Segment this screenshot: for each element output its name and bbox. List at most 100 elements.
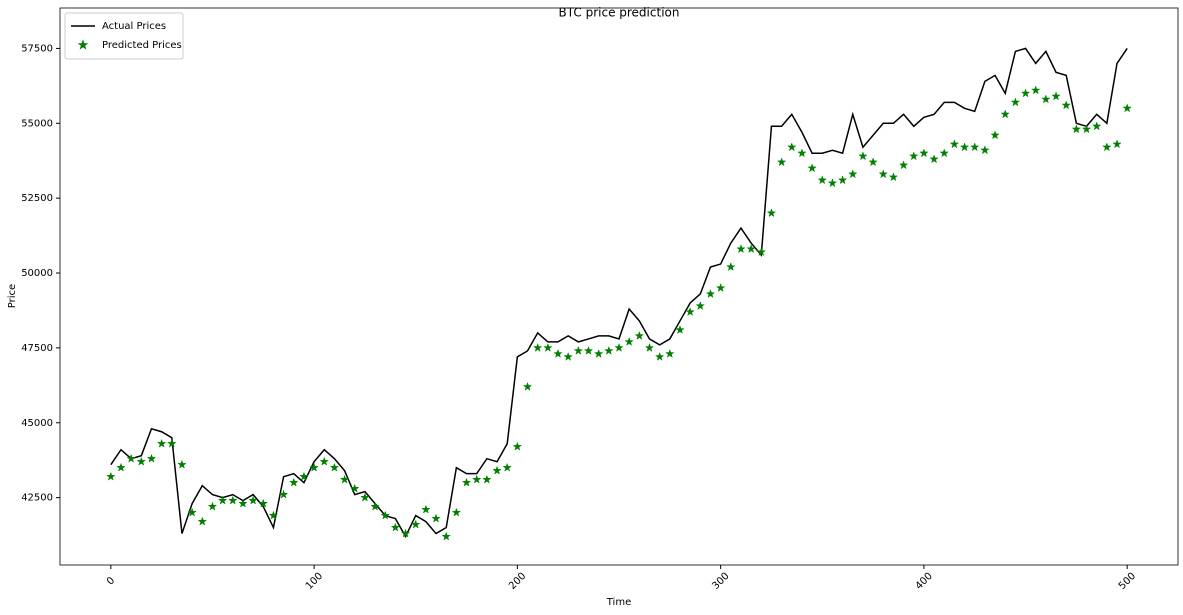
star-marker	[451, 507, 462, 517]
star-marker	[309, 462, 319, 472]
star-marker	[360, 492, 370, 502]
star-marker	[1000, 109, 1010, 119]
star-marker	[1102, 142, 1112, 152]
star-marker	[665, 348, 675, 358]
star-marker	[868, 157, 878, 167]
star-marker	[644, 342, 655, 352]
star-marker	[1081, 124, 1092, 134]
y-tick-label: 45000	[21, 418, 53, 429]
star-marker	[695, 301, 706, 310]
star-marker	[167, 438, 177, 448]
star-marker	[177, 459, 187, 469]
star-marker	[919, 148, 929, 158]
star-marker	[970, 142, 980, 152]
y-tick-label: 50000	[21, 268, 53, 279]
star-marker	[624, 336, 634, 346]
star-marker	[1051, 91, 1061, 101]
star-marker	[1020, 88, 1031, 98]
star-marker	[390, 522, 401, 532]
star-marker	[726, 262, 736, 272]
legend-star	[77, 39, 89, 50]
star-marker	[990, 130, 1000, 140]
star-marker	[776, 157, 787, 167]
star-marker	[766, 208, 777, 218]
star-marker	[441, 531, 451, 541]
chart-title: BTC price prediction	[559, 6, 680, 20]
star-marker	[858, 151, 868, 161]
star-marker	[126, 453, 136, 463]
star-marker	[238, 498, 248, 508]
star-marker	[909, 151, 919, 161]
star-marker	[248, 495, 258, 505]
star-marker	[278, 489, 289, 499]
star-marker	[543, 342, 553, 352]
star-marker	[898, 160, 909, 170]
star-marker	[187, 507, 197, 517]
star-marker	[1071, 124, 1082, 134]
star-marker	[400, 528, 411, 538]
star-marker	[959, 142, 970, 152]
star-marker	[756, 247, 767, 257]
star-marker	[817, 175, 827, 185]
star-marker	[461, 477, 472, 487]
star-marker	[289, 477, 299, 487]
star-marker	[736, 244, 746, 254]
star-marker	[421, 504, 431, 514]
legend-label: Actual Prices	[102, 21, 166, 32]
star-marker	[593, 348, 604, 358]
star-marker	[583, 345, 594, 355]
star-marker	[512, 441, 523, 451]
star-marker	[553, 348, 563, 358]
star-marker	[522, 381, 533, 391]
star-marker	[787, 142, 797, 152]
star-marker	[797, 148, 807, 158]
star-marker	[1061, 100, 1071, 110]
y-tick-label: 42500	[21, 493, 53, 504]
star-marker	[197, 516, 208, 526]
y-tick-label: 47500	[21, 343, 53, 354]
star-marker	[370, 501, 380, 511]
star-marker	[319, 456, 329, 466]
star-marker	[715, 283, 726, 293]
star-marker	[848, 169, 858, 179]
star-marker	[685, 306, 695, 316]
star-marker	[1041, 94, 1051, 104]
legend-label: Predicted Prices	[102, 40, 182, 51]
star-marker	[471, 474, 482, 484]
star-marker	[268, 510, 279, 520]
star-marker	[116, 462, 126, 472]
star-marker	[492, 465, 502, 475]
star-marker	[949, 139, 960, 149]
star-marker	[207, 501, 218, 511]
star-marker	[654, 351, 665, 361]
legend-box	[64, 12, 184, 60]
star-marker	[1010, 97, 1021, 107]
star-marker	[339, 474, 350, 484]
star-marker	[563, 351, 573, 361]
star-marker	[929, 154, 939, 164]
star-marker	[1030, 85, 1041, 95]
star-marker	[878, 169, 888, 179]
x-axis-label: Time	[606, 597, 631, 608]
plot-area	[106, 47, 1132, 541]
star-marker	[827, 178, 838, 188]
star-marker	[939, 148, 949, 158]
y-tick-label: 57500	[21, 43, 53, 54]
star-marker	[380, 510, 390, 520]
star-marker	[705, 289, 716, 298]
star-marker	[156, 438, 167, 448]
star-marker	[634, 330, 645, 340]
star-marker	[136, 456, 147, 466]
star-marker	[228, 495, 238, 505]
star-marker	[807, 163, 817, 173]
plot-frame	[59, 7, 1179, 566]
star-marker	[1091, 121, 1102, 131]
star-marker	[350, 483, 360, 493]
y-tick-label: 55000	[21, 118, 53, 129]
star-marker	[604, 345, 614, 355]
star-marker	[411, 519, 421, 529]
star-marker	[482, 474, 492, 484]
star-marker	[573, 345, 584, 355]
